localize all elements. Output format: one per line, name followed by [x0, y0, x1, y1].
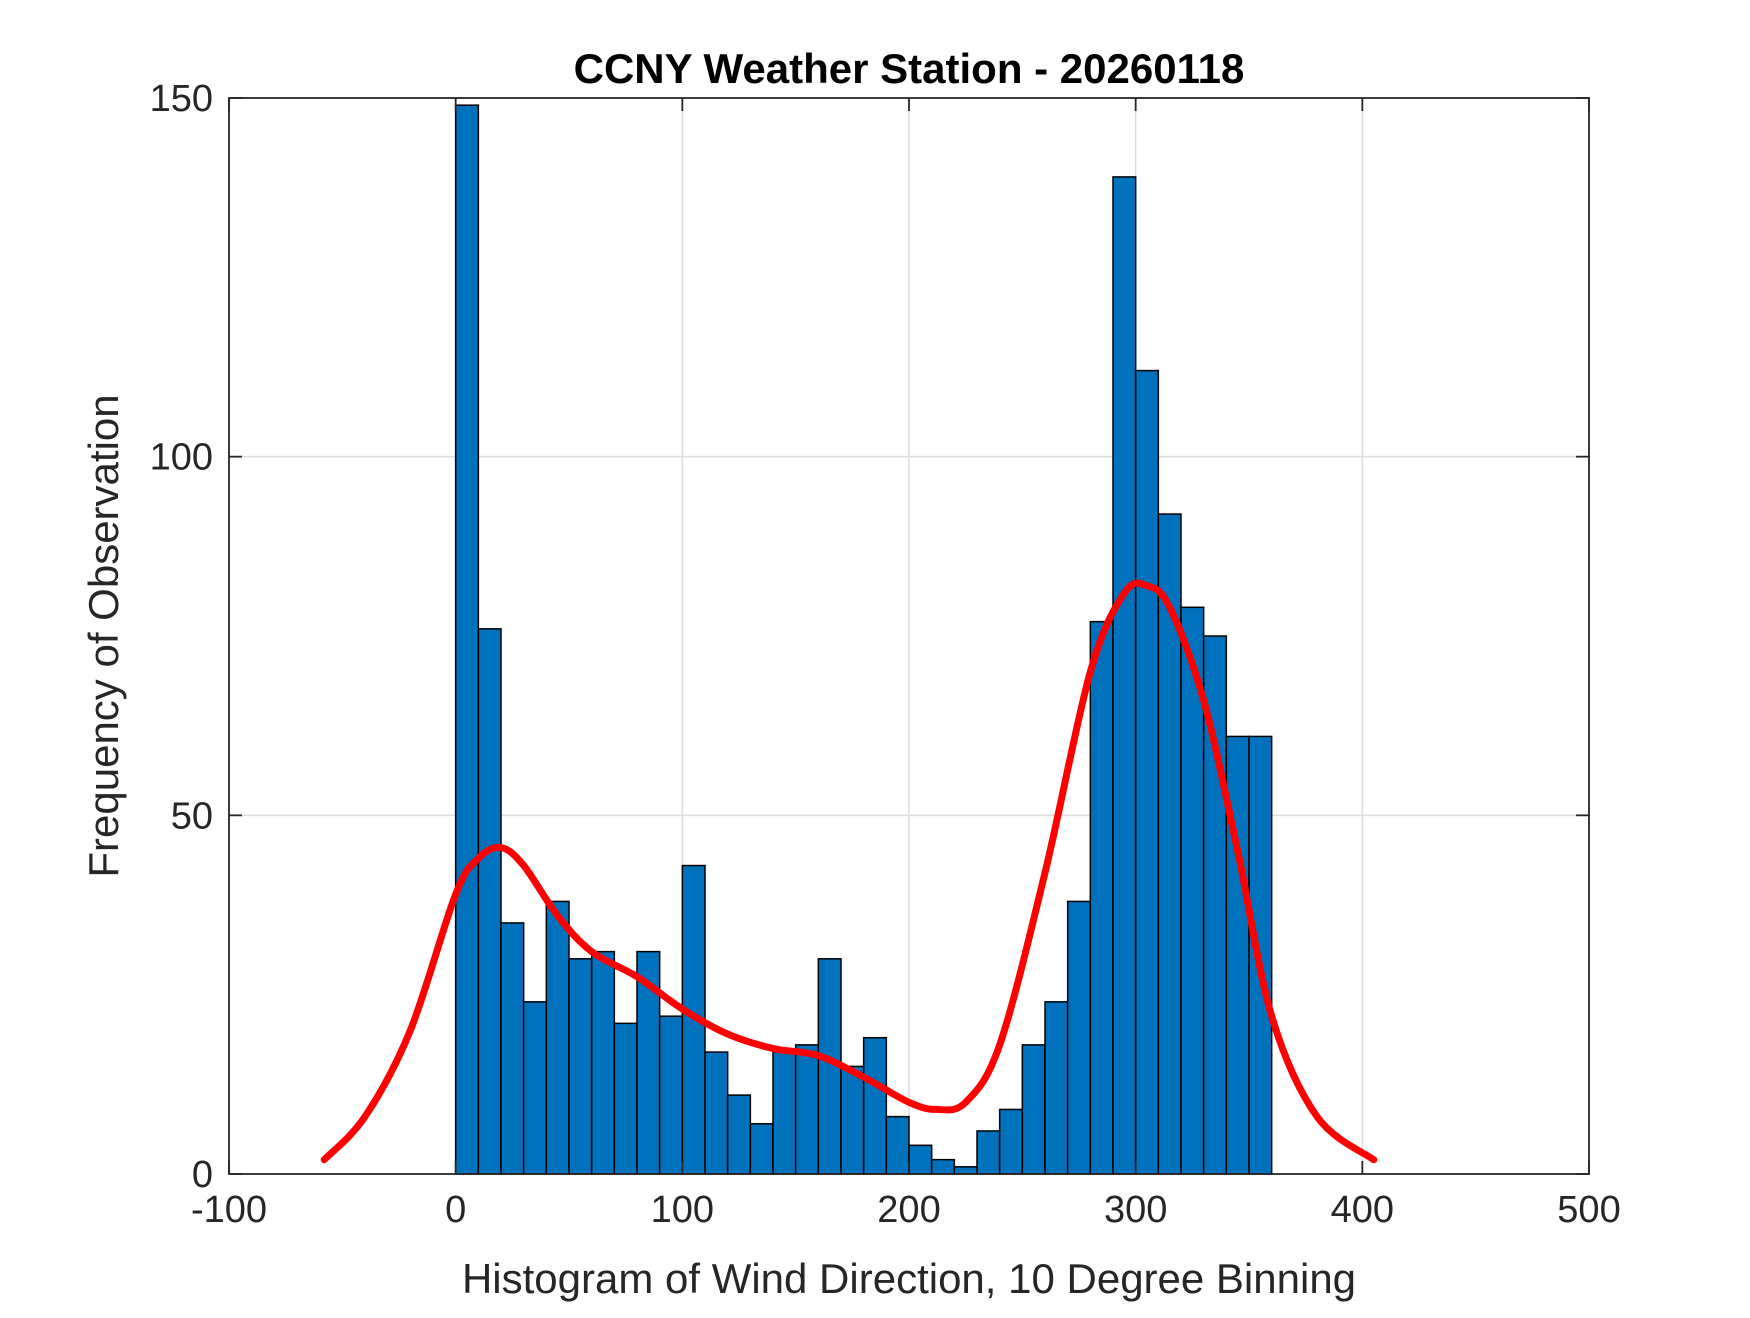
histogram-bar [545, 900, 570, 1175]
y-axis-label: Frequency of Observation [80, 394, 127, 877]
histogram-bar [976, 1130, 1001, 1175]
histogram-bar [772, 1051, 797, 1175]
x-tick-label: 500 [1557, 1189, 1620, 1231]
x-tick-label: 300 [1104, 1189, 1167, 1231]
histogram-bar [794, 1044, 820, 1175]
y-tick-label: 0 [192, 1154, 213, 1196]
chart-title: CCNY Weather Station - 20260118 [574, 45, 1245, 92]
x-axis-label: Histogram of Wind Direction, 10 Degree B… [462, 1255, 1356, 1302]
histogram-bar [998, 1108, 1024, 1175]
histogram-bar [930, 1158, 956, 1175]
x-tick-label: 100 [651, 1189, 714, 1231]
histogram-bar [1134, 369, 1160, 1175]
histogram-bar [840, 1065, 865, 1175]
histogram-bar [454, 104, 480, 1175]
y-tick-label: 100 [150, 437, 213, 479]
histogram-bar [704, 1051, 729, 1175]
curve-layer [320, 579, 1378, 1164]
histogram-bar [726, 1094, 752, 1175]
histogram-bar [568, 958, 593, 1175]
histogram-bar [862, 1036, 888, 1175]
histogram-bar [953, 1166, 978, 1175]
histogram-bar [885, 1115, 910, 1175]
histogram-bar [1089, 620, 1114, 1175]
x-tick-label: 0 [445, 1189, 466, 1231]
x-tick-label: 400 [1331, 1189, 1394, 1231]
histogram-bar [658, 1015, 684, 1175]
histogram-bar [522, 1001, 548, 1175]
histogram-bar [477, 628, 502, 1175]
x-tick-label: -100 [191, 1189, 267, 1231]
histogram-bar [908, 1144, 933, 1175]
y-tick-label: 150 [150, 78, 213, 120]
histogram-bar [500, 922, 525, 1175]
histogram-bar [613, 1022, 638, 1175]
y-tick-label: 50 [171, 795, 213, 837]
histogram-bar [749, 1123, 774, 1175]
x-tick-label: 200 [877, 1189, 940, 1231]
histogram-bar [1066, 900, 1092, 1175]
histogram-bar [1021, 1044, 1046, 1175]
density-fit-curve [320, 579, 1378, 1164]
histogram-bar [590, 950, 616, 1175]
histogram-bar [1112, 176, 1137, 1175]
histogram-bar [1044, 1001, 1069, 1175]
bars-layer [454, 104, 1273, 1175]
